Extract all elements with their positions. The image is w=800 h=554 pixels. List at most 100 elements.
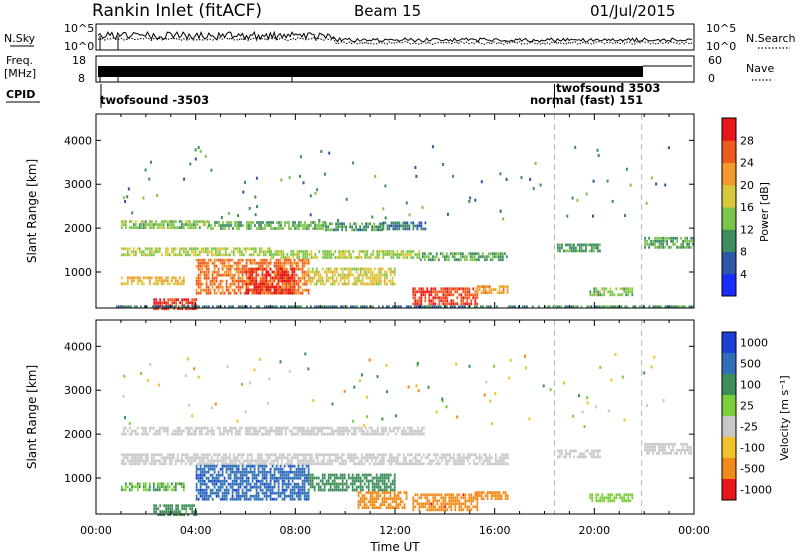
echo-cell-99 bbox=[222, 432, 225, 436]
echo-cell-627 bbox=[392, 256, 395, 259]
echo-cell-1576 bbox=[363, 273, 366, 277]
echo-cell-1086 bbox=[261, 264, 264, 268]
echo-cell-981 bbox=[199, 473, 202, 477]
echo-cell-1287 bbox=[269, 479, 272, 483]
echo-cell-963 bbox=[229, 291, 232, 295]
echo-cell-1997 bbox=[504, 494, 507, 497]
echo-cell-2224 bbox=[662, 399, 665, 403]
echo-cell-2184 bbox=[614, 353, 617, 357]
echo-cell-1154 bbox=[277, 276, 280, 280]
echo-cell-230 bbox=[329, 222, 331, 226]
echo-cell-1639 bbox=[391, 279, 394, 283]
echo-cell-473 bbox=[214, 453, 217, 457]
echo-cell-1542 bbox=[347, 276, 350, 280]
echo-cell-1750 bbox=[430, 505, 433, 509]
echo-cell-907 bbox=[130, 485, 133, 489]
echo-cell-1701 bbox=[187, 513, 190, 517]
echo-cell-689 bbox=[453, 252, 456, 256]
echo-cell-1382 bbox=[291, 491, 294, 495]
echo-cell-920 bbox=[144, 485, 147, 489]
echo-cell-506 bbox=[234, 462, 237, 466]
echo-cell-945 bbox=[166, 488, 169, 492]
echo-cell-2118 bbox=[591, 493, 594, 497]
echo-cell-1578 bbox=[363, 473, 366, 477]
echo-cell-1719 bbox=[414, 505, 417, 509]
echo-cell-501 bbox=[274, 253, 277, 256]
echo-cell-1685 bbox=[179, 301, 182, 305]
echo-cell-300 bbox=[402, 429, 405, 433]
power-cbar-tick-4: 20 bbox=[740, 179, 754, 192]
echo-cell-1952 bbox=[271, 305, 274, 309]
echo-cell-860 bbox=[205, 270, 208, 274]
echo-cell-1372 bbox=[289, 488, 292, 492]
echo-cell-192 bbox=[306, 426, 309, 430]
echo-cell-621 bbox=[388, 253, 391, 256]
echo-cell-593 bbox=[296, 453, 299, 457]
echo-cell-869 bbox=[207, 261, 210, 265]
echo-cell-2111 bbox=[688, 448, 690, 452]
echo-cell-1278 bbox=[303, 288, 306, 292]
echo-cell-2191 bbox=[407, 385, 410, 389]
echo-cell-1093 bbox=[225, 470, 228, 474]
echo-cell-2211 bbox=[572, 414, 575, 418]
echo-cell-266 bbox=[365, 222, 367, 226]
echo-cell-2123 bbox=[658, 245, 660, 249]
echo-cell-274 bbox=[376, 426, 379, 430]
velocity-cbar-tick-2: 100 bbox=[740, 379, 761, 392]
echo-cell-1103 bbox=[227, 476, 230, 480]
echo-cell-46 bbox=[172, 429, 175, 433]
echo-cell-219 bbox=[320, 227, 322, 230]
echo-cell-478 bbox=[254, 247, 257, 251]
echo-cell-1430 bbox=[285, 291, 288, 295]
echo-cell-213 bbox=[316, 224, 318, 227]
echo-cell-1767 bbox=[438, 493, 441, 497]
echo-cell-1726 bbox=[416, 302, 419, 306]
echo-cell-97 bbox=[204, 223, 207, 226]
echo-cell-1513 bbox=[333, 279, 336, 283]
echo-cell-1355 bbox=[263, 267, 266, 271]
echo-cell-1846 bbox=[472, 499, 475, 503]
echo-cell-1585 bbox=[367, 276, 370, 280]
echo-cell-1671 bbox=[167, 513, 170, 517]
echo-cell-319 bbox=[418, 429, 421, 433]
echo-cell-1741 bbox=[426, 502, 429, 506]
echo-cell-94 bbox=[218, 429, 221, 433]
echo-cell-1016 bbox=[243, 267, 246, 271]
echo-cell-794 bbox=[166, 276, 169, 280]
echo-cell-429 bbox=[186, 456, 189, 460]
echo-cell-863 bbox=[205, 279, 208, 283]
echo-cell-1357 bbox=[263, 279, 266, 283]
echo-cell-425 bbox=[184, 453, 187, 457]
echo-cell-1114 bbox=[267, 261, 270, 265]
echo-cell-1837 bbox=[468, 499, 471, 503]
echo-cell-1896 bbox=[115, 305, 118, 309]
echo-cell-1902 bbox=[129, 305, 132, 309]
power-plot-bg bbox=[96, 114, 694, 308]
echo-cell-694 bbox=[362, 456, 365, 460]
echo-cell-1144 bbox=[237, 464, 240, 468]
echo-cell-2057 bbox=[650, 448, 652, 452]
echo-cell-1735 bbox=[424, 496, 427, 500]
echo-cell-2064 bbox=[571, 246, 573, 250]
echo-cell-836 bbox=[199, 273, 202, 277]
echo-cell-590 bbox=[292, 456, 295, 460]
echo-cell-1472 bbox=[313, 282, 316, 286]
echo-cell-1845 bbox=[472, 496, 475, 500]
echo-cell-226 bbox=[325, 225, 327, 229]
echo-cell-1973 bbox=[325, 305, 328, 309]
echo-cell-2203 bbox=[619, 293, 622, 297]
echo-cell-1486 bbox=[321, 267, 324, 271]
echo-cell-2316 bbox=[131, 211, 134, 215]
echo-cell-636 bbox=[402, 250, 405, 253]
echo-cell-192 bbox=[298, 221, 300, 224]
echo-cell-515 bbox=[240, 462, 243, 466]
echo-cell-1614 bbox=[379, 485, 382, 489]
echo-cell-1946 bbox=[255, 305, 258, 309]
echo-cell-1784 bbox=[444, 502, 447, 506]
echo-cell-892 bbox=[213, 264, 216, 268]
echo-cell-42 bbox=[158, 223, 161, 226]
echo-cell-1700 bbox=[189, 301, 192, 305]
echo-cell-973 bbox=[233, 273, 236, 277]
echo-cell-1202 bbox=[249, 482, 252, 486]
echo-cell-719 bbox=[477, 258, 480, 262]
